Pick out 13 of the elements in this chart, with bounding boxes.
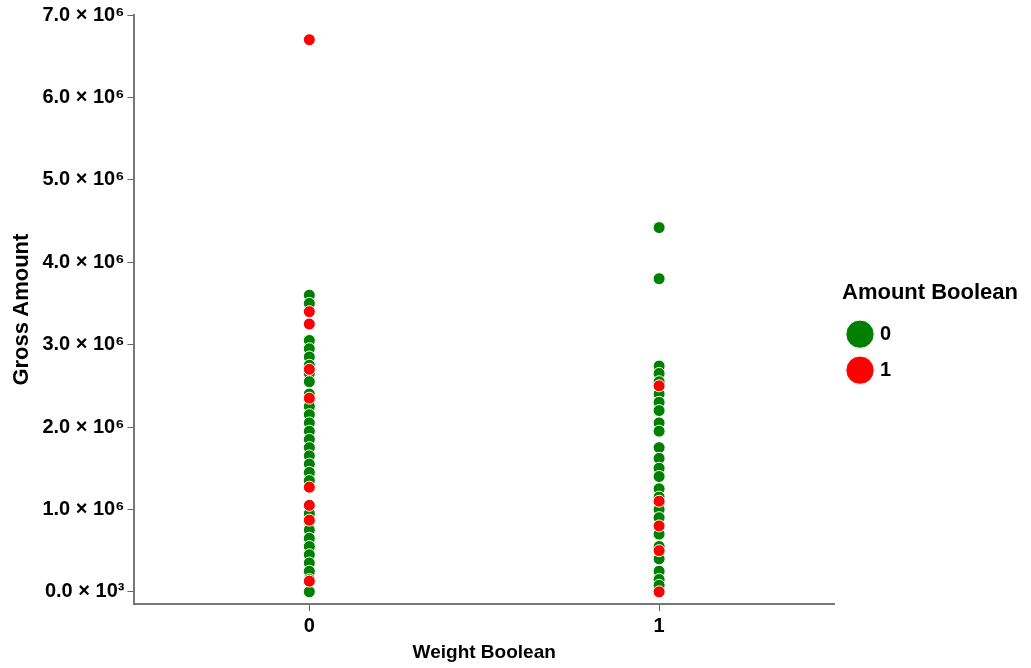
legend-label: 0 bbox=[880, 321, 892, 344]
y-tick-label: 3.0 × 10⁶ bbox=[42, 332, 125, 355]
y-tick-label: 7.0 × 10⁶ bbox=[42, 2, 125, 25]
legend-label: 1 bbox=[880, 357, 892, 380]
y-tick-label: 2.0 × 10⁶ bbox=[42, 414, 125, 437]
y-tick-label: 1.0 × 10⁶ bbox=[42, 496, 125, 519]
y-tick-label: 6.0 × 10⁶ bbox=[42, 84, 125, 107]
y-tick-label: 4.0 × 10⁶ bbox=[42, 249, 125, 272]
y-axis-title: Gross Amount bbox=[8, 232, 34, 386]
legend-title: Amount Boolean bbox=[842, 278, 1019, 304]
x-axis-title: Weight Boolean bbox=[412, 640, 556, 662]
y-tick-label: 0.0 × 10³ bbox=[44, 579, 125, 602]
y-tick-label: 5.0 × 10⁶ bbox=[42, 167, 125, 190]
